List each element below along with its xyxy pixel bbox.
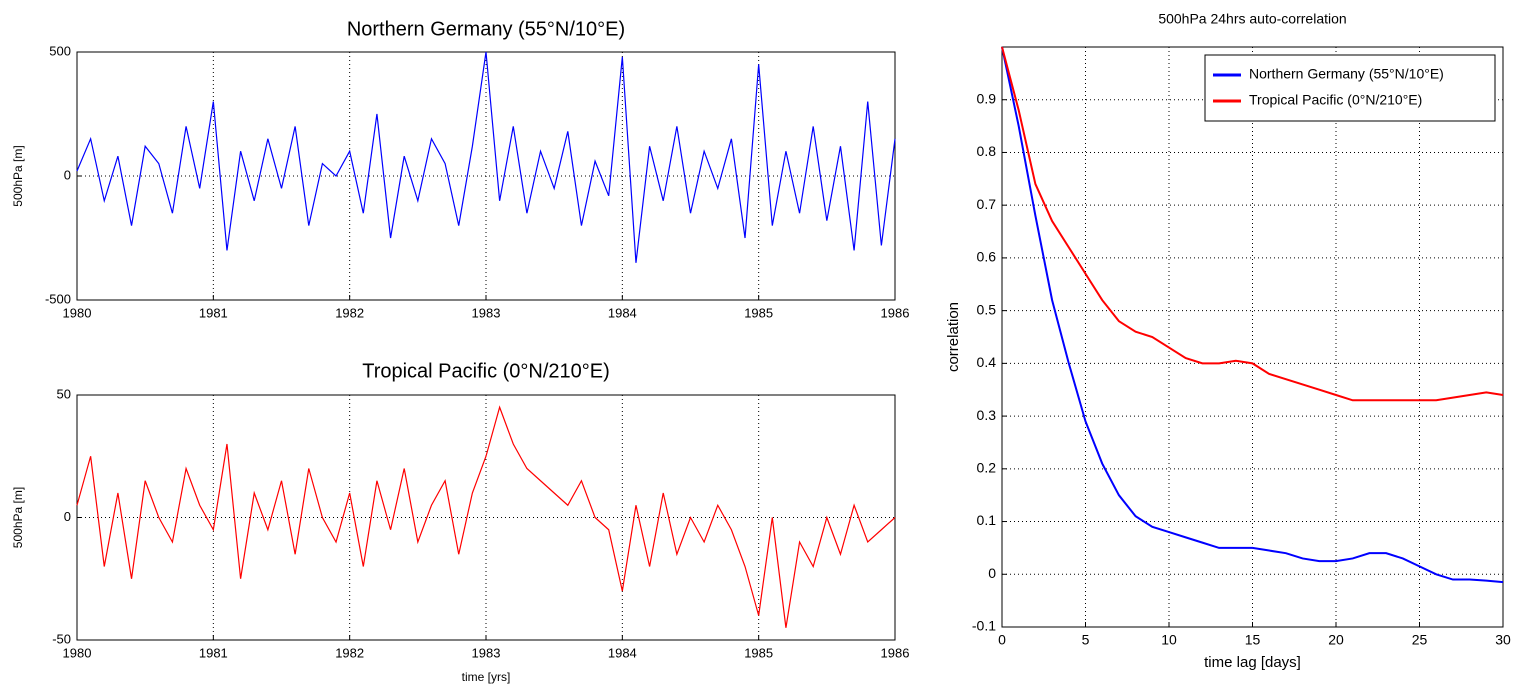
x-tick-label: 1986 bbox=[881, 305, 910, 320]
x-tick-label: 1983 bbox=[472, 645, 501, 660]
x-tick-label: 1980 bbox=[63, 305, 92, 320]
x-tick-label: 0 bbox=[998, 632, 1006, 648]
y-tick-label: 0.3 bbox=[977, 407, 997, 423]
y-tick-label: -0.1 bbox=[972, 618, 996, 634]
legend bbox=[1204, 54, 1496, 122]
y-tick-label: -50 bbox=[52, 631, 71, 646]
y-tick-label: 0.6 bbox=[977, 249, 997, 265]
x-axis-label: time [yrs] bbox=[462, 670, 511, 684]
data-line bbox=[1001, 46, 1504, 402]
chart-title: 500hPa 24hrs auto-correlation bbox=[1158, 11, 1346, 27]
x-tick-label: 1985 bbox=[744, 305, 773, 320]
y-tick-label: 500 bbox=[49, 43, 71, 58]
legend-label: Northern Germany (55°N/10°E) bbox=[1249, 66, 1444, 82]
y-tick-label: 0 bbox=[988, 565, 996, 581]
y-tick-label: 0.8 bbox=[977, 143, 997, 159]
data-line bbox=[76, 405, 896, 628]
x-tick-label: 1986 bbox=[881, 645, 910, 660]
x-tick-label: 1984 bbox=[608, 645, 637, 660]
y-tick-label: 0 bbox=[64, 167, 71, 182]
x-tick-label: 1981 bbox=[199, 305, 228, 320]
x-tick-label: 25 bbox=[1412, 632, 1428, 648]
chart-title: Northern Germany (55°N/10°E) bbox=[347, 18, 625, 40]
x-tick-label: 1985 bbox=[744, 645, 773, 660]
y-axis-label: correlation bbox=[945, 302, 962, 372]
legend-label: Tropical Pacific (0°N/210°E) bbox=[1249, 92, 1422, 108]
y-tick-label: 0.9 bbox=[977, 90, 997, 106]
data-line bbox=[1001, 46, 1504, 584]
y-tick-label: -500 bbox=[45, 291, 71, 306]
x-axis-label: time lag [days] bbox=[1204, 654, 1301, 671]
x-tick-label: 10 bbox=[1161, 632, 1177, 648]
data-line bbox=[76, 51, 896, 263]
x-tick-label: 1981 bbox=[199, 645, 228, 660]
y-tick-label: 0.5 bbox=[977, 301, 997, 317]
x-tick-label: 1984 bbox=[608, 305, 637, 320]
y-tick-label: 0.7 bbox=[977, 196, 997, 212]
y-tick-label: 50 bbox=[57, 386, 71, 401]
x-tick-label: 5 bbox=[1082, 632, 1090, 648]
y-tick-label: 0.4 bbox=[977, 354, 997, 370]
y-tick-label: 0.2 bbox=[977, 460, 997, 476]
y-tick-label: 0 bbox=[64, 509, 71, 524]
x-tick-label: 15 bbox=[1245, 632, 1261, 648]
x-tick-label: 30 bbox=[1495, 632, 1511, 648]
y-axis-label: 500hPa [m] bbox=[11, 145, 25, 206]
y-axis-label: 500hPa [m] bbox=[11, 487, 25, 548]
y-tick-label: 0.1 bbox=[977, 512, 997, 528]
x-tick-label: 1982 bbox=[335, 645, 364, 660]
x-tick-label: 1980 bbox=[63, 645, 92, 660]
x-tick-label: 1983 bbox=[472, 305, 501, 320]
chart-title: Tropical Pacific (0°N/210°E) bbox=[362, 360, 610, 382]
x-tick-label: 20 bbox=[1328, 632, 1344, 648]
x-tick-label: 1982 bbox=[335, 305, 364, 320]
